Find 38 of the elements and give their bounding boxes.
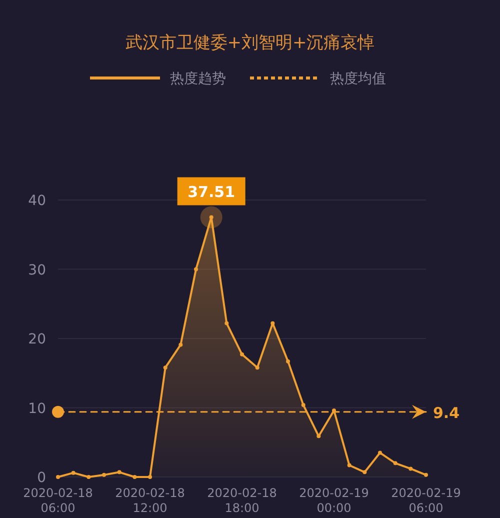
x-tick-label: 2020-02-19 06:00: [391, 486, 461, 515]
point: [255, 366, 260, 370]
point: [148, 475, 152, 479]
point: [71, 470, 76, 475]
point: [224, 321, 229, 326]
point: [378, 450, 382, 455]
y-tick-label: 20: [28, 332, 46, 348]
point: [393, 461, 398, 466]
point: [163, 366, 168, 370]
y-tick-label: 40: [28, 193, 46, 209]
point: [240, 352, 244, 356]
point: [424, 472, 428, 477]
legend-label: 热度趋势: [170, 71, 226, 87]
y-tick-label: 30: [28, 262, 46, 278]
x-tick-label: 2020-02-18 18:00: [207, 486, 277, 515]
point: [194, 267, 198, 272]
point: [86, 475, 91, 479]
chart-title: 武汉市卫健委+刘智明+沉痛哀悼: [125, 33, 375, 53]
data-label: 9.4: [433, 404, 460, 422]
point: [270, 321, 275, 326]
point: [286, 359, 290, 364]
point: [301, 402, 306, 407]
y-tick-label: 10: [28, 400, 46, 417]
annotation: 37.51: [188, 183, 236, 202]
point: [362, 470, 367, 474]
point: [102, 472, 106, 477]
y-tick-label: 0: [37, 470, 46, 486]
point: [117, 470, 122, 474]
point: [132, 475, 137, 479]
legend-label: 热度均值: [330, 71, 386, 87]
x-tick-label: 2020-02-18 06:00: [23, 486, 93, 515]
point: [52, 406, 64, 418]
x-tick-label: 2020-02-18 12:00: [115, 486, 185, 515]
point: [347, 463, 352, 468]
point: [56, 475, 60, 479]
x-tick-label: 2020-02-19 00:00: [299, 486, 369, 515]
point: [178, 342, 183, 347]
point: [408, 466, 413, 471]
